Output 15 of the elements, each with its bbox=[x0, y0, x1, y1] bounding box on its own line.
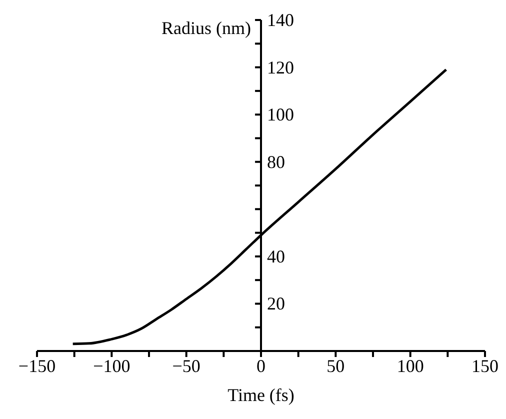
x-tick-label: 150 bbox=[472, 356, 498, 376]
y-tick-label: 140 bbox=[267, 10, 294, 30]
y-axis-title: Radius (nm) bbox=[162, 18, 251, 38]
x-tick-label: −50 bbox=[172, 356, 200, 376]
x-axis-title: Time (fs) bbox=[228, 385, 294, 405]
y-tick-label: 120 bbox=[267, 57, 294, 78]
y-tick-label: 100 bbox=[267, 104, 294, 125]
x-tick-label: 50 bbox=[326, 356, 345, 376]
x-tick-label: 100 bbox=[396, 356, 424, 376]
x-tick-label: −150 bbox=[18, 356, 56, 376]
x-tick-label: −100 bbox=[93, 356, 130, 376]
x-tick-label: 0 bbox=[256, 356, 266, 376]
y-tick-label: 40 bbox=[267, 246, 285, 266]
y-tick-label: 80 bbox=[267, 152, 285, 172]
y-tick-label: 20 bbox=[267, 294, 285, 314]
